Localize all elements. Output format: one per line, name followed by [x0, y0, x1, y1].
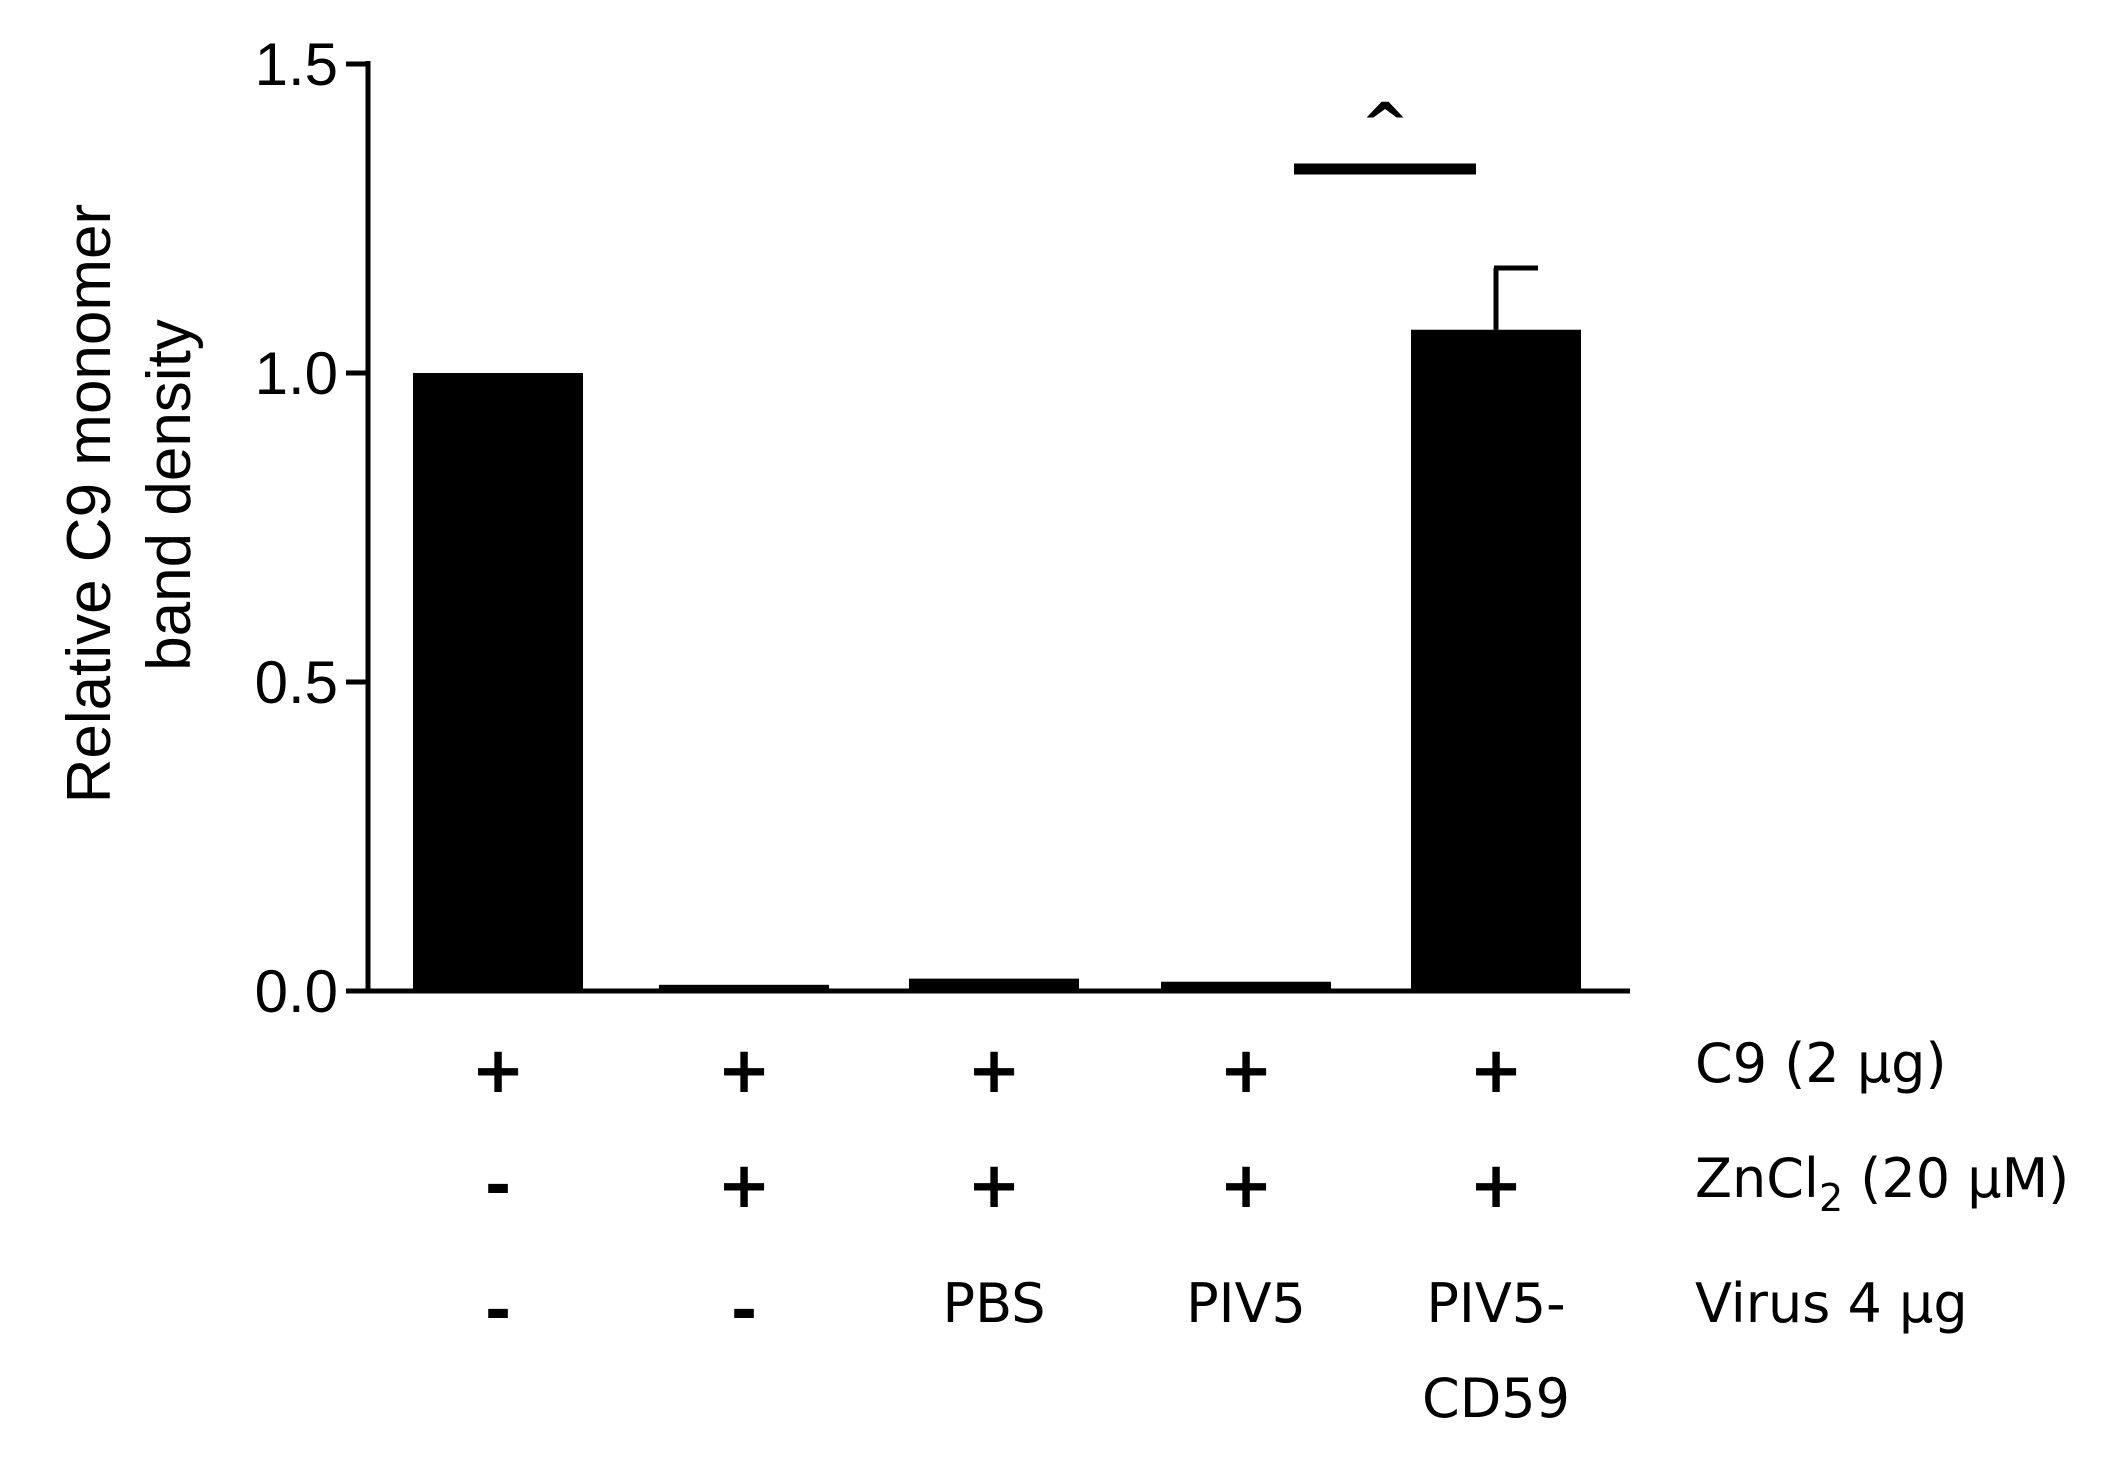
- condition-value: PIV5-: [1426, 1272, 1565, 1335]
- y-axis-label: Relative C9 monomer band density: [55, 187, 204, 804]
- condition-value: +: [1469, 1149, 1523, 1223]
- condition-value: PBS: [943, 1272, 1046, 1335]
- condition-value: +: [717, 1034, 771, 1108]
- y-tick-label: 0.5: [255, 649, 338, 716]
- significance-annotation: ^: [1294, 90, 1476, 175]
- condition-label-rest: (20 μM): [1843, 1147, 2069, 1210]
- condition-value-line-2: CD59: [1422, 1367, 1570, 1430]
- y-tick-label: 1.0: [255, 340, 338, 407]
- condition-value: -: [731, 1274, 758, 1348]
- y-axis-label-line-1: Relative C9 monomer: [55, 204, 124, 804]
- bar: [1161, 981, 1331, 991]
- condition-label-main: ZnCl: [1695, 1147, 1819, 1210]
- condition-label: ZnCl2 (20 μM): [1695, 1147, 2069, 1220]
- bar: [909, 978, 1079, 991]
- condition-value: +: [717, 1149, 771, 1223]
- y-axis-label-line-2: band density: [135, 319, 204, 671]
- condition-label-subscript: 2: [1819, 1176, 1843, 1220]
- bar: [659, 984, 829, 991]
- condition-value: +: [1219, 1149, 1273, 1223]
- significance-label: ^: [1361, 90, 1410, 158]
- bars: [413, 329, 1581, 991]
- y-tick-label: 1.5: [255, 31, 338, 98]
- condition-value: +: [1219, 1034, 1273, 1108]
- condition-value: +: [967, 1034, 1021, 1108]
- condition-label: C9 (2 μg): [1695, 1032, 1947, 1095]
- condition-label: Virus 4 μg: [1695, 1272, 1968, 1335]
- condition-value: +: [1469, 1034, 1523, 1108]
- condition-value: +: [471, 1034, 525, 1108]
- bar: [1411, 329, 1581, 991]
- condition-value: -: [485, 1149, 512, 1223]
- error-bars: [1493, 265, 1538, 330]
- y-tick-label: 0.0: [255, 958, 338, 1025]
- axes: 0.0 0.5 1.0 1.5: [255, 31, 1630, 1025]
- condition-value: PIV5: [1186, 1272, 1306, 1335]
- bar: [413, 373, 583, 991]
- condition-table: + + + + + C9 (2 μg) - + + + + ZnCl2 (20 μM) - - PBS PIV…: [471, 1032, 2069, 1430]
- condition-value: +: [967, 1149, 1021, 1223]
- condition-value: -: [485, 1274, 512, 1348]
